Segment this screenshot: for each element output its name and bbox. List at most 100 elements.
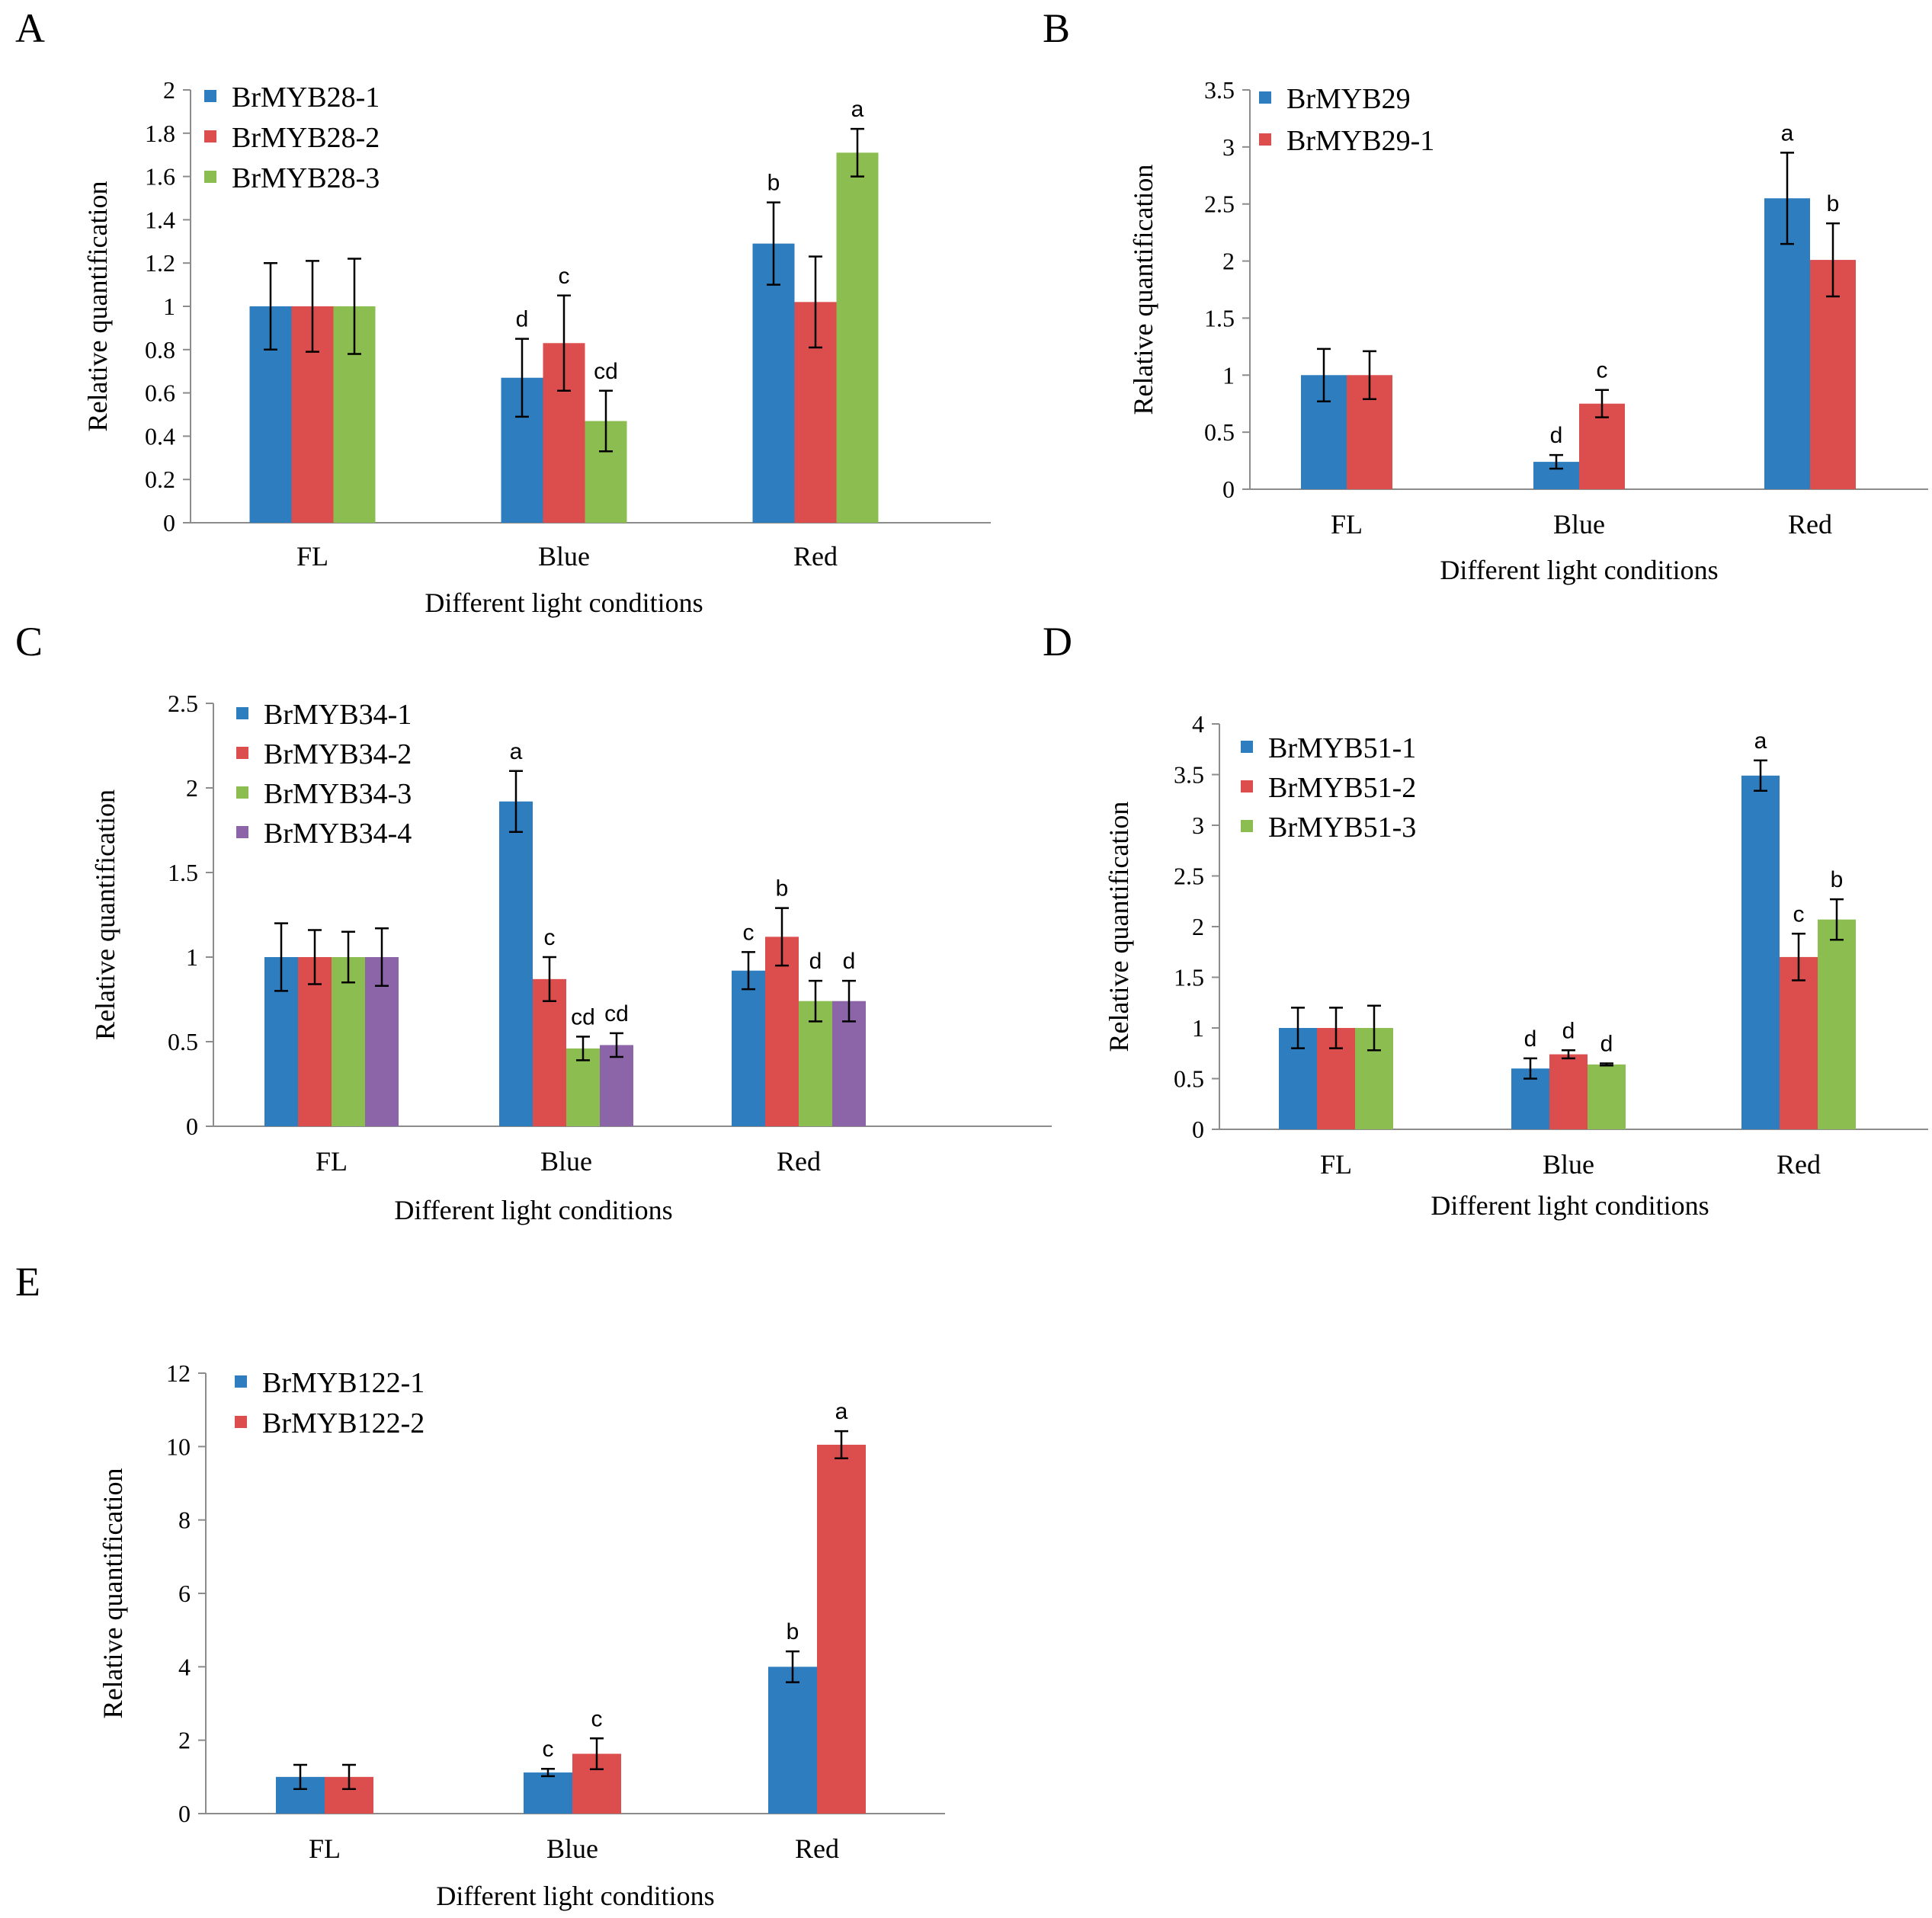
significance-label: a <box>510 739 523 764</box>
legend-label: BrMYB34-2 <box>264 738 412 770</box>
y-axis-title: Relative quantification <box>1104 802 1134 1052</box>
bar <box>298 957 332 1126</box>
significance-label: d <box>1524 1026 1537 1052</box>
bar <box>765 937 799 1126</box>
y-tick-label: 0.2 <box>145 466 175 493</box>
x-category-label: Red <box>795 1833 839 1864</box>
bar <box>1818 919 1856 1129</box>
y-tick-label: 0.5 <box>168 1028 198 1055</box>
y-tick-label: 2.5 <box>168 690 198 717</box>
legend-label: BrMYB34-1 <box>264 699 412 731</box>
y-tick-label: 3 <box>1222 133 1235 161</box>
significance-label: cd <box>604 1001 629 1026</box>
legend-swatch <box>236 786 248 799</box>
x-category-label: Red <box>777 1146 821 1177</box>
x-category-label: Blue <box>1553 509 1605 540</box>
significance-label: a <box>1781 120 1794 146</box>
bar <box>817 1444 866 1814</box>
y-tick-label: 2.5 <box>1204 191 1235 218</box>
y-tick-label: 8 <box>178 1507 191 1534</box>
panel-label: A <box>15 5 45 51</box>
y-axis-title: Relative quantification <box>98 1468 128 1719</box>
legend-swatch <box>1241 820 1253 832</box>
y-tick-label: 1 <box>1222 361 1235 389</box>
bar <box>732 970 765 1126</box>
y-tick-label: 1.6 <box>145 163 175 191</box>
legend-label: BrMYB29 <box>1286 83 1411 115</box>
significance-label: c <box>1597 358 1608 383</box>
y-tick-label: 0 <box>186 1113 198 1140</box>
y-tick-label: 4 <box>178 1653 191 1680</box>
y-tick-label: 0.8 <box>145 336 175 363</box>
chart-panel-e: E 0 2 4 6 8 10 12 FL Blue Red Different light condi… <box>15 1259 945 1911</box>
y-tick-label: 2 <box>186 774 198 802</box>
bar <box>836 152 879 524</box>
bar <box>1741 775 1780 1129</box>
significance-label: b <box>1827 191 1840 216</box>
y-axis-title: Relative quantification <box>90 789 120 1040</box>
x-category-label: FL <box>296 541 328 572</box>
y-tick-label: 0 <box>1192 1116 1204 1143</box>
significance-label: b <box>767 171 780 196</box>
bar <box>1549 1054 1588 1129</box>
x-axis-title: Different light conditions <box>436 1881 714 1911</box>
bar <box>566 1048 600 1126</box>
legend-label: BrMYB122-2 <box>262 1407 425 1439</box>
legend-swatch <box>1241 741 1253 753</box>
significance-label: c <box>591 1706 603 1731</box>
legend-swatch <box>204 130 216 142</box>
y-tick-label: 1 <box>1192 1014 1204 1042</box>
y-tick-label: 2 <box>178 1727 191 1754</box>
significance-label: d <box>1600 1032 1613 1057</box>
y-tick-label: 1.2 <box>145 249 175 277</box>
x-category-label: FL <box>1331 509 1363 540</box>
significance-label: d <box>516 307 529 332</box>
legend-label: BrMYB28-2 <box>232 122 380 154</box>
legend-label: BrMYB28-3 <box>232 162 380 194</box>
bar <box>499 801 533 1126</box>
chart-panel-d: D 0 0.5 1 1.5 2 2.5 3 3.5 4 FL Blue Red Different lig… <box>1043 619 1928 1221</box>
y-tick-label: 0.6 <box>145 379 175 407</box>
significance-label: d <box>843 949 856 974</box>
y-tick-label: 0.4 <box>145 422 175 450</box>
x-category-label: Red <box>1777 1149 1821 1180</box>
x-axis-title: Different light conditions <box>1431 1190 1709 1221</box>
significance-label: b <box>1831 867 1844 892</box>
chart-panel-c: C 0 0.5 1 1.5 2 2.5 FL Blue Red Different light co… <box>15 619 1052 1225</box>
significance-label: c <box>543 1737 554 1762</box>
legend-label: BrMYB34-4 <box>264 818 412 850</box>
y-tick-label: 0 <box>178 1800 191 1827</box>
legend-label: BrMYB51-3 <box>1268 812 1416 844</box>
significance-label: d <box>809 949 822 974</box>
significance-label: a <box>1754 728 1767 754</box>
y-tick-label: 1.8 <box>145 120 175 147</box>
y-tick-label: 3 <box>1192 812 1204 839</box>
x-axis-title: Different light conditions <box>1440 555 1718 585</box>
legend-swatch <box>1241 780 1253 792</box>
significance-label: d <box>1550 423 1563 448</box>
legend-label: BrMYB28-1 <box>232 82 380 114</box>
significance-label: c <box>559 264 570 289</box>
legend-swatch <box>204 171 216 183</box>
x-category-label: Blue <box>546 1833 598 1864</box>
legend-swatch <box>204 90 216 102</box>
y-tick-label: 1.5 <box>168 859 198 886</box>
x-category-label: Blue <box>1543 1149 1594 1180</box>
significance-label: cd <box>571 1004 595 1029</box>
y-tick-label: 1.4 <box>145 206 175 233</box>
x-category-label: Blue <box>540 1146 592 1177</box>
x-category-label: FL <box>316 1146 348 1177</box>
bar <box>1810 260 1856 489</box>
significance-label: a <box>851 97 864 122</box>
x-category-label: FL <box>1320 1149 1352 1180</box>
bar <box>752 243 795 523</box>
legend-swatch <box>236 747 248 759</box>
x-category-label: FL <box>309 1833 341 1864</box>
panel-label: B <box>1043 5 1070 51</box>
bar <box>1764 198 1810 489</box>
legend-label: BrMYB51-2 <box>1268 772 1416 804</box>
panel-label: D <box>1043 619 1072 664</box>
legend-swatch <box>236 707 248 719</box>
x-axis-title: Different light conditions <box>425 588 703 618</box>
y-tick-label: 0.5 <box>1204 418 1235 446</box>
